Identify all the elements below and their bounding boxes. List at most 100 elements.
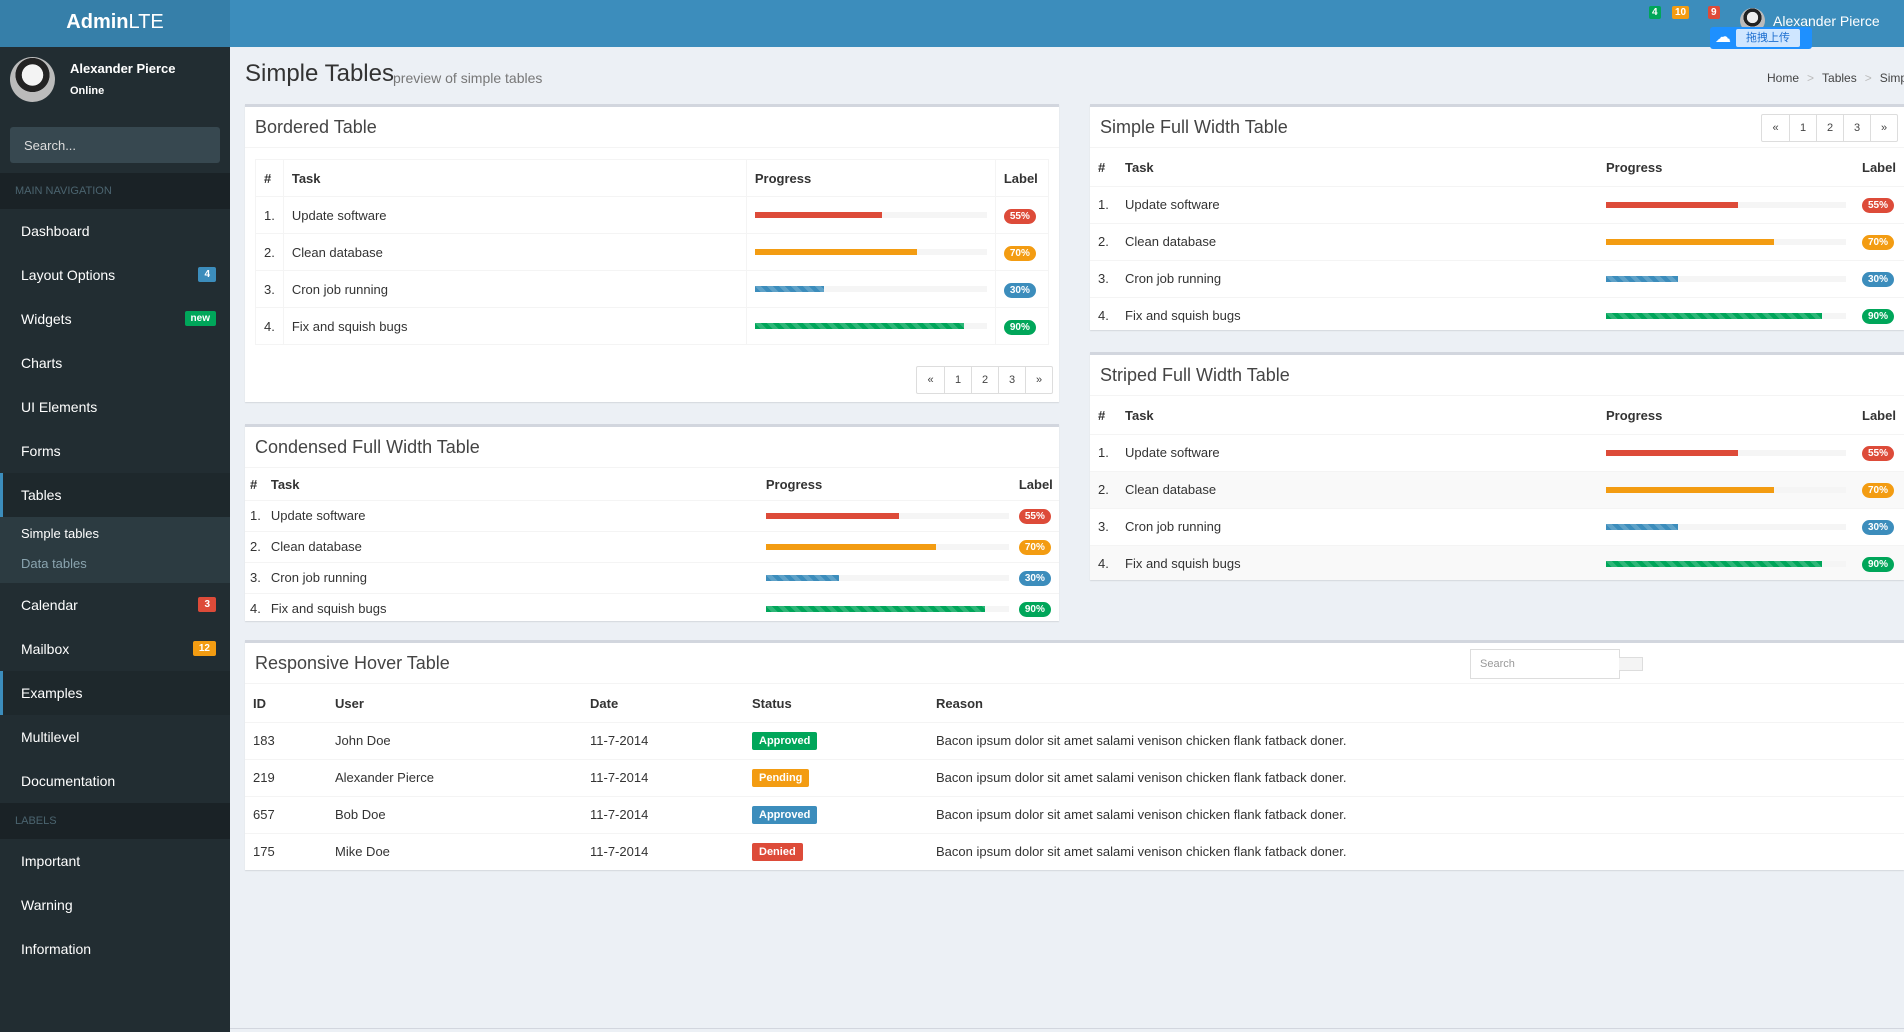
- notifications-badge[interactable]: 10: [1672, 6, 1690, 19]
- pagination-page-3[interactable]: 3: [1843, 115, 1870, 141]
- sidebar-search-input[interactable]: [10, 127, 220, 163]
- table-row: 1. Update software 55%: [255, 196, 1050, 234]
- sidebar-item-calendar[interactable]: Calendar 3: [0, 583, 230, 627]
- sidebar-item-tables[interactable]: Tables: [0, 473, 230, 517]
- row-number: 2.: [1090, 470, 1117, 508]
- table-row[interactable]: 657 Bob Doe 11-7-2014 Approved Bacon ipsum d…: [245, 795, 1904, 833]
- column-header: User: [335, 695, 364, 711]
- sidebar-item-forms[interactable]: Forms: [0, 429, 230, 473]
- logo[interactable]: AdminLTE: [0, 0, 230, 47]
- submenu-item-data-tables[interactable]: Data tables: [21, 556, 87, 571]
- column-header: #: [1098, 407, 1106, 423]
- search-button[interactable]: [1619, 657, 1643, 671]
- pagination-prev[interactable]: «: [1772, 122, 1779, 134]
- progress-bar: [765, 512, 1009, 519]
- table-row: 4. Fix and squish bugs 90%: [1090, 296, 1904, 330]
- submenu-item-simple-tables[interactable]: Simple tables: [21, 526, 100, 541]
- avatar: [10, 57, 55, 102]
- pagination-next[interactable]: »: [1870, 115, 1897, 141]
- sidebar-item-widgets[interactable]: Widgets new: [0, 297, 230, 341]
- pagination-next[interactable]: »: [1025, 367, 1052, 393]
- row-number: 4.: [1090, 296, 1117, 330]
- sidebar-item-examples[interactable]: Examples: [0, 671, 230, 715]
- row-number: 2.: [1090, 222, 1117, 260]
- sidebar-item-dashboard[interactable]: Dashboard: [0, 209, 230, 253]
- progress-bar: [1606, 449, 1846, 456]
- simple-table-box: Simple Full Width Table « 1 2 3» # Task Pro…: [1090, 104, 1904, 330]
- progress-bar: [1606, 275, 1846, 282]
- pagination-prev[interactable]: «: [927, 374, 934, 386]
- cell-user: John Doe: [327, 721, 582, 759]
- striped-table: # Task Progress Label 1. Update software 5…: [1090, 397, 1904, 580]
- progress-fill: [754, 249, 918, 255]
- pagination-page-2[interactable]: 2: [971, 367, 998, 393]
- column-header: Status: [752, 695, 792, 711]
- progress-cell: [1598, 433, 1854, 471]
- progress-bar: [765, 605, 1009, 612]
- progress-cell: [745, 233, 996, 271]
- row-number: 3.: [255, 270, 284, 308]
- label-cell: 30%: [1854, 259, 1904, 297]
- pagination-page-1[interactable]: 1: [944, 367, 971, 393]
- label-cell: 70%: [1013, 530, 1059, 562]
- sidebar-item-mailbox[interactable]: Mailbox 12: [0, 627, 230, 671]
- task-name: Clean database: [265, 530, 761, 562]
- user-status: Online: [70, 85, 105, 97]
- progress-badge: 55%: [1862, 198, 1895, 213]
- table-row: 2. Clean database 70%: [245, 530, 1059, 562]
- label-cell: 90%: [1013, 592, 1059, 621]
- breadcrumb-tables[interactable]: Tables: [1822, 71, 1857, 85]
- progress-badge: 55%: [1862, 446, 1895, 461]
- table-row[interactable]: 175 Mike Doe 11-7-2014 Denied Bacon ipsum do…: [245, 832, 1904, 870]
- label-cell: 70%: [1854, 222, 1904, 260]
- pagination-page-1[interactable]: 1: [1789, 115, 1816, 141]
- box-title: Striped Full Width Table: [1100, 365, 1290, 385]
- messages-badge[interactable]: 4: [1649, 6, 1661, 19]
- progress-badge: 55%: [1003, 208, 1036, 224]
- progress-fill: [754, 286, 825, 292]
- sidebar-item-ui-elements[interactable]: UI Elements: [0, 385, 230, 429]
- column-header: Task: [270, 476, 300, 492]
- sidebar-item-multilevel[interactable]: Multilevel: [0, 715, 230, 759]
- logo-bold: Admin: [66, 11, 129, 33]
- sidebar-item-layout-options[interactable]: Layout Options 4: [0, 253, 230, 297]
- progress-bar: [754, 323, 987, 329]
- task-name: Fix and squish bugs: [1117, 296, 1598, 330]
- table-row: 4. Fix and squish bugs 90%: [255, 307, 1050, 345]
- pagination-page-2[interactable]: 2: [1816, 115, 1843, 141]
- progress-badge: 30%: [1862, 520, 1895, 535]
- sidebar-label-information[interactable]: Information: [0, 927, 230, 971]
- sidebar-label-warning[interactable]: Warning: [0, 883, 230, 927]
- user-name: Alexander Pierce: [70, 61, 176, 76]
- row-number: 3.: [1090, 259, 1117, 297]
- progress-fill: [754, 323, 964, 329]
- table-row: 2. Clean database 70%: [255, 233, 1050, 271]
- status-badge: Approved: [752, 805, 818, 824]
- striped-table-box: Striped Full Width Table # Task Progress…: [1090, 352, 1904, 580]
- table-row: 3. Cron job running 30%: [255, 270, 1050, 308]
- breadcrumb-home[interactable]: Home: [1767, 71, 1800, 85]
- row-number: 2.: [245, 530, 266, 562]
- table-row: 3. Cron job running 30%: [1090, 507, 1904, 545]
- sidebar-item-documentation[interactable]: Documentation: [0, 759, 230, 803]
- cell-reason: Bacon ipsum dolor sit amet salami veniso…: [928, 832, 1904, 870]
- tasks-badge[interactable]: 9: [1708, 6, 1720, 19]
- pagination: « 1 2 3»: [1761, 114, 1898, 142]
- progress-cell: [1598, 507, 1854, 545]
- sidebar-item-charts[interactable]: Charts: [0, 341, 230, 385]
- table-row[interactable]: 219 Alexander Pierce 11-7-2014 Pending Bacon…: [245, 758, 1904, 796]
- breadcrumb: Home>Tables>Simple: [1767, 71, 1904, 85]
- upload-widget[interactable]: ☁ 拖拽上传: [1710, 27, 1812, 49]
- column-header: Task: [282, 159, 747, 197]
- column-header: Progress: [765, 476, 823, 492]
- label-cell: 55%: [1854, 185, 1904, 223]
- pagination-page-3[interactable]: 3: [998, 367, 1025, 393]
- sidebar-label-important[interactable]: Important: [0, 839, 230, 883]
- table-search: [1470, 649, 1620, 679]
- table-search-input[interactable]: [1471, 650, 1619, 678]
- column-header: Date: [590, 695, 619, 711]
- label-cell: 70%: [1854, 470, 1904, 508]
- table-row[interactable]: 183 John Doe 11-7-2014 Approved Bacon ipsum …: [245, 721, 1904, 759]
- page-title: Simple Tables: [245, 60, 394, 87]
- menu-badge: 12: [192, 641, 216, 656]
